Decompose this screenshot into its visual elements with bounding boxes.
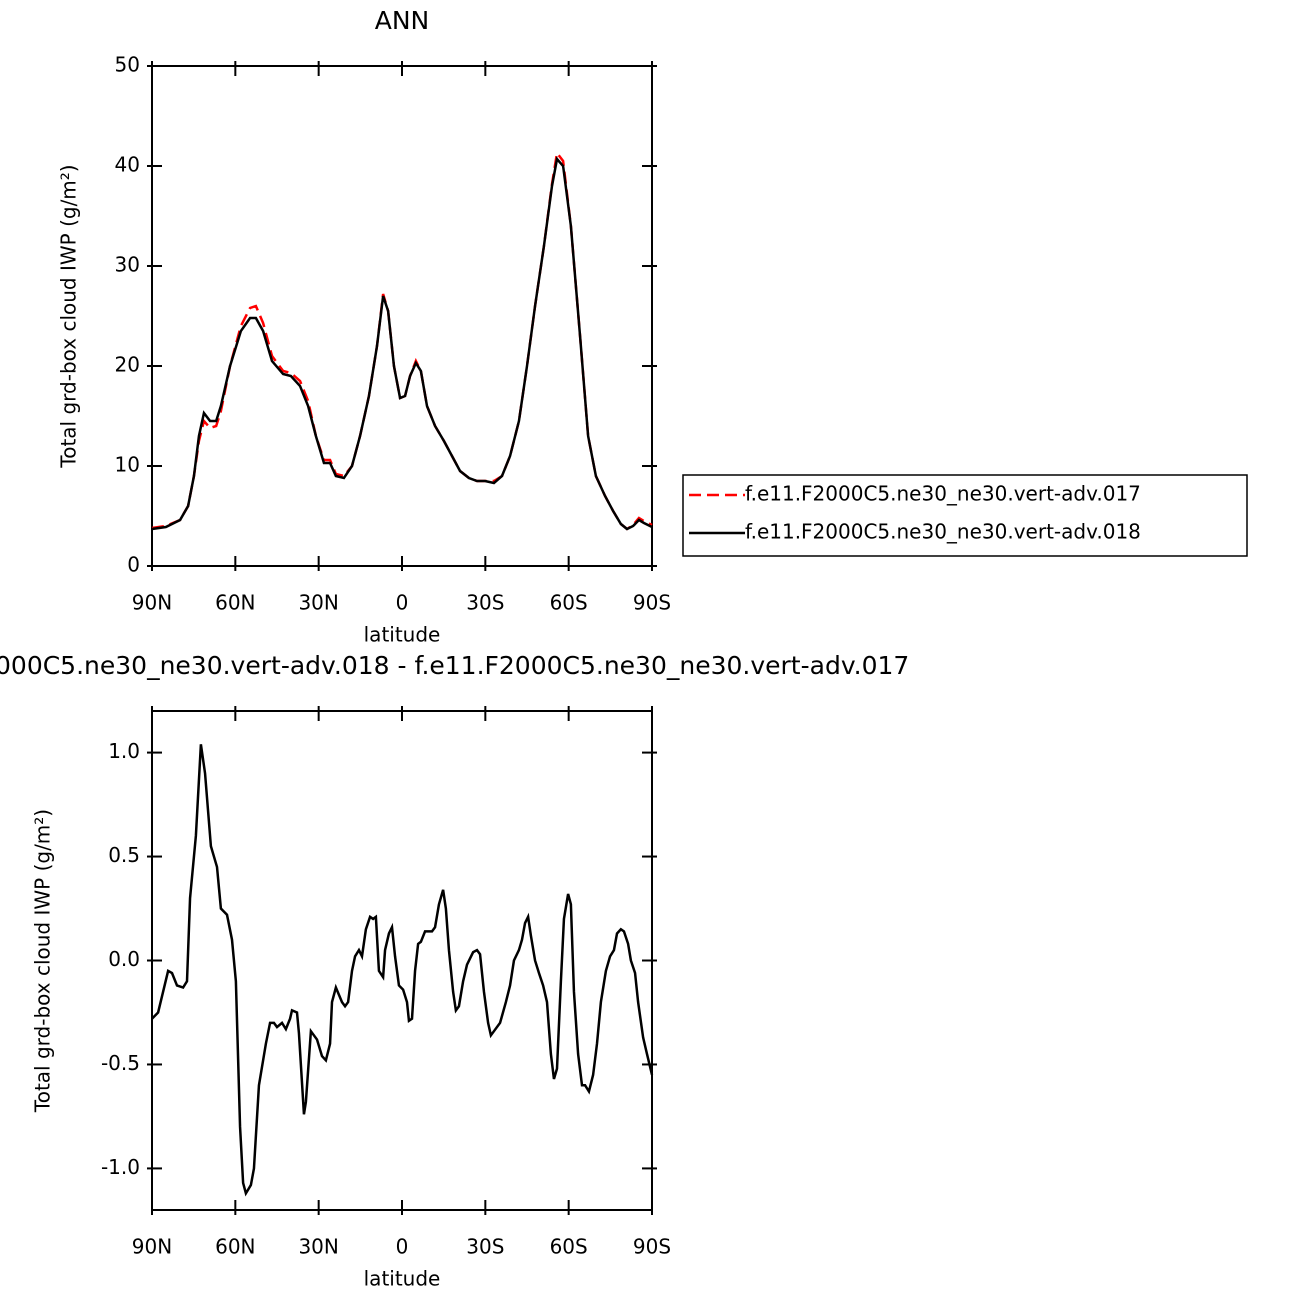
x-tick-label: 90N	[132, 591, 172, 615]
x-tick-label: 90S	[633, 591, 671, 615]
data-line	[151, 744, 654, 1197]
x-tick-label: 60S	[550, 591, 588, 615]
y-tick-label: 0.5	[108, 843, 140, 867]
x-tick-label: 30N	[298, 1235, 338, 1259]
y-tick-label: -0.5	[101, 1051, 140, 1075]
y-tick-label: -1.0	[101, 1155, 140, 1179]
legend-label: f.e11.F2000C5.ne30_ne30.vert-adv.017	[745, 482, 1141, 506]
x-tick-label: 90S	[633, 1235, 671, 1259]
y-tick-label: 30	[115, 253, 140, 277]
data-line	[151, 149, 653, 531]
legend-frame	[682, 474, 1248, 557]
y-tick-label: 10	[115, 453, 140, 477]
x-tick-label: 0	[396, 1235, 409, 1259]
legend-label: f.e11.F2000C5.ne30_ne30.vert-adv.018	[745, 520, 1141, 544]
plot-frame	[151, 65, 653, 567]
x-axis-label: latitude	[364, 623, 441, 647]
x-tick-label: 60S	[550, 1235, 588, 1259]
x-axis-label: latitude	[364, 1267, 441, 1291]
y-tick-label: 0	[127, 553, 140, 577]
x-tick-label: 30N	[298, 591, 338, 615]
x-tick-label: 30S	[466, 591, 504, 615]
x-tick-label: 0	[396, 591, 409, 615]
y-tick-label: 20	[115, 353, 140, 377]
y-tick-label: 1.0	[108, 739, 140, 763]
y-axis-label: Total grd-box cloud IWP (g/m²)	[57, 164, 81, 468]
y-tick-label: 0.0	[108, 947, 140, 971]
y-tick-label: 50	[115, 53, 140, 77]
data-line	[151, 156, 653, 531]
y-tick-label: 40	[115, 153, 140, 177]
y-axis-label: Total grd-box cloud IWP (g/m²)	[31, 809, 55, 1113]
x-tick-label: 30S	[466, 1235, 504, 1259]
x-tick-label: 60N	[215, 591, 255, 615]
legend: f.e11.F2000C5.ne30_ne30.vert-adv.017 f.e1…	[682, 474, 1248, 557]
x-tick-label: 60N	[215, 1235, 255, 1259]
chart-title: ANN	[375, 6, 430, 35]
plot-frame	[151, 710, 653, 1211]
chart-title: f.e11.F2000C5.ne30_ne30.vert-adv.018 - f…	[0, 651, 909, 680]
x-tick-label: 90N	[132, 1235, 172, 1259]
